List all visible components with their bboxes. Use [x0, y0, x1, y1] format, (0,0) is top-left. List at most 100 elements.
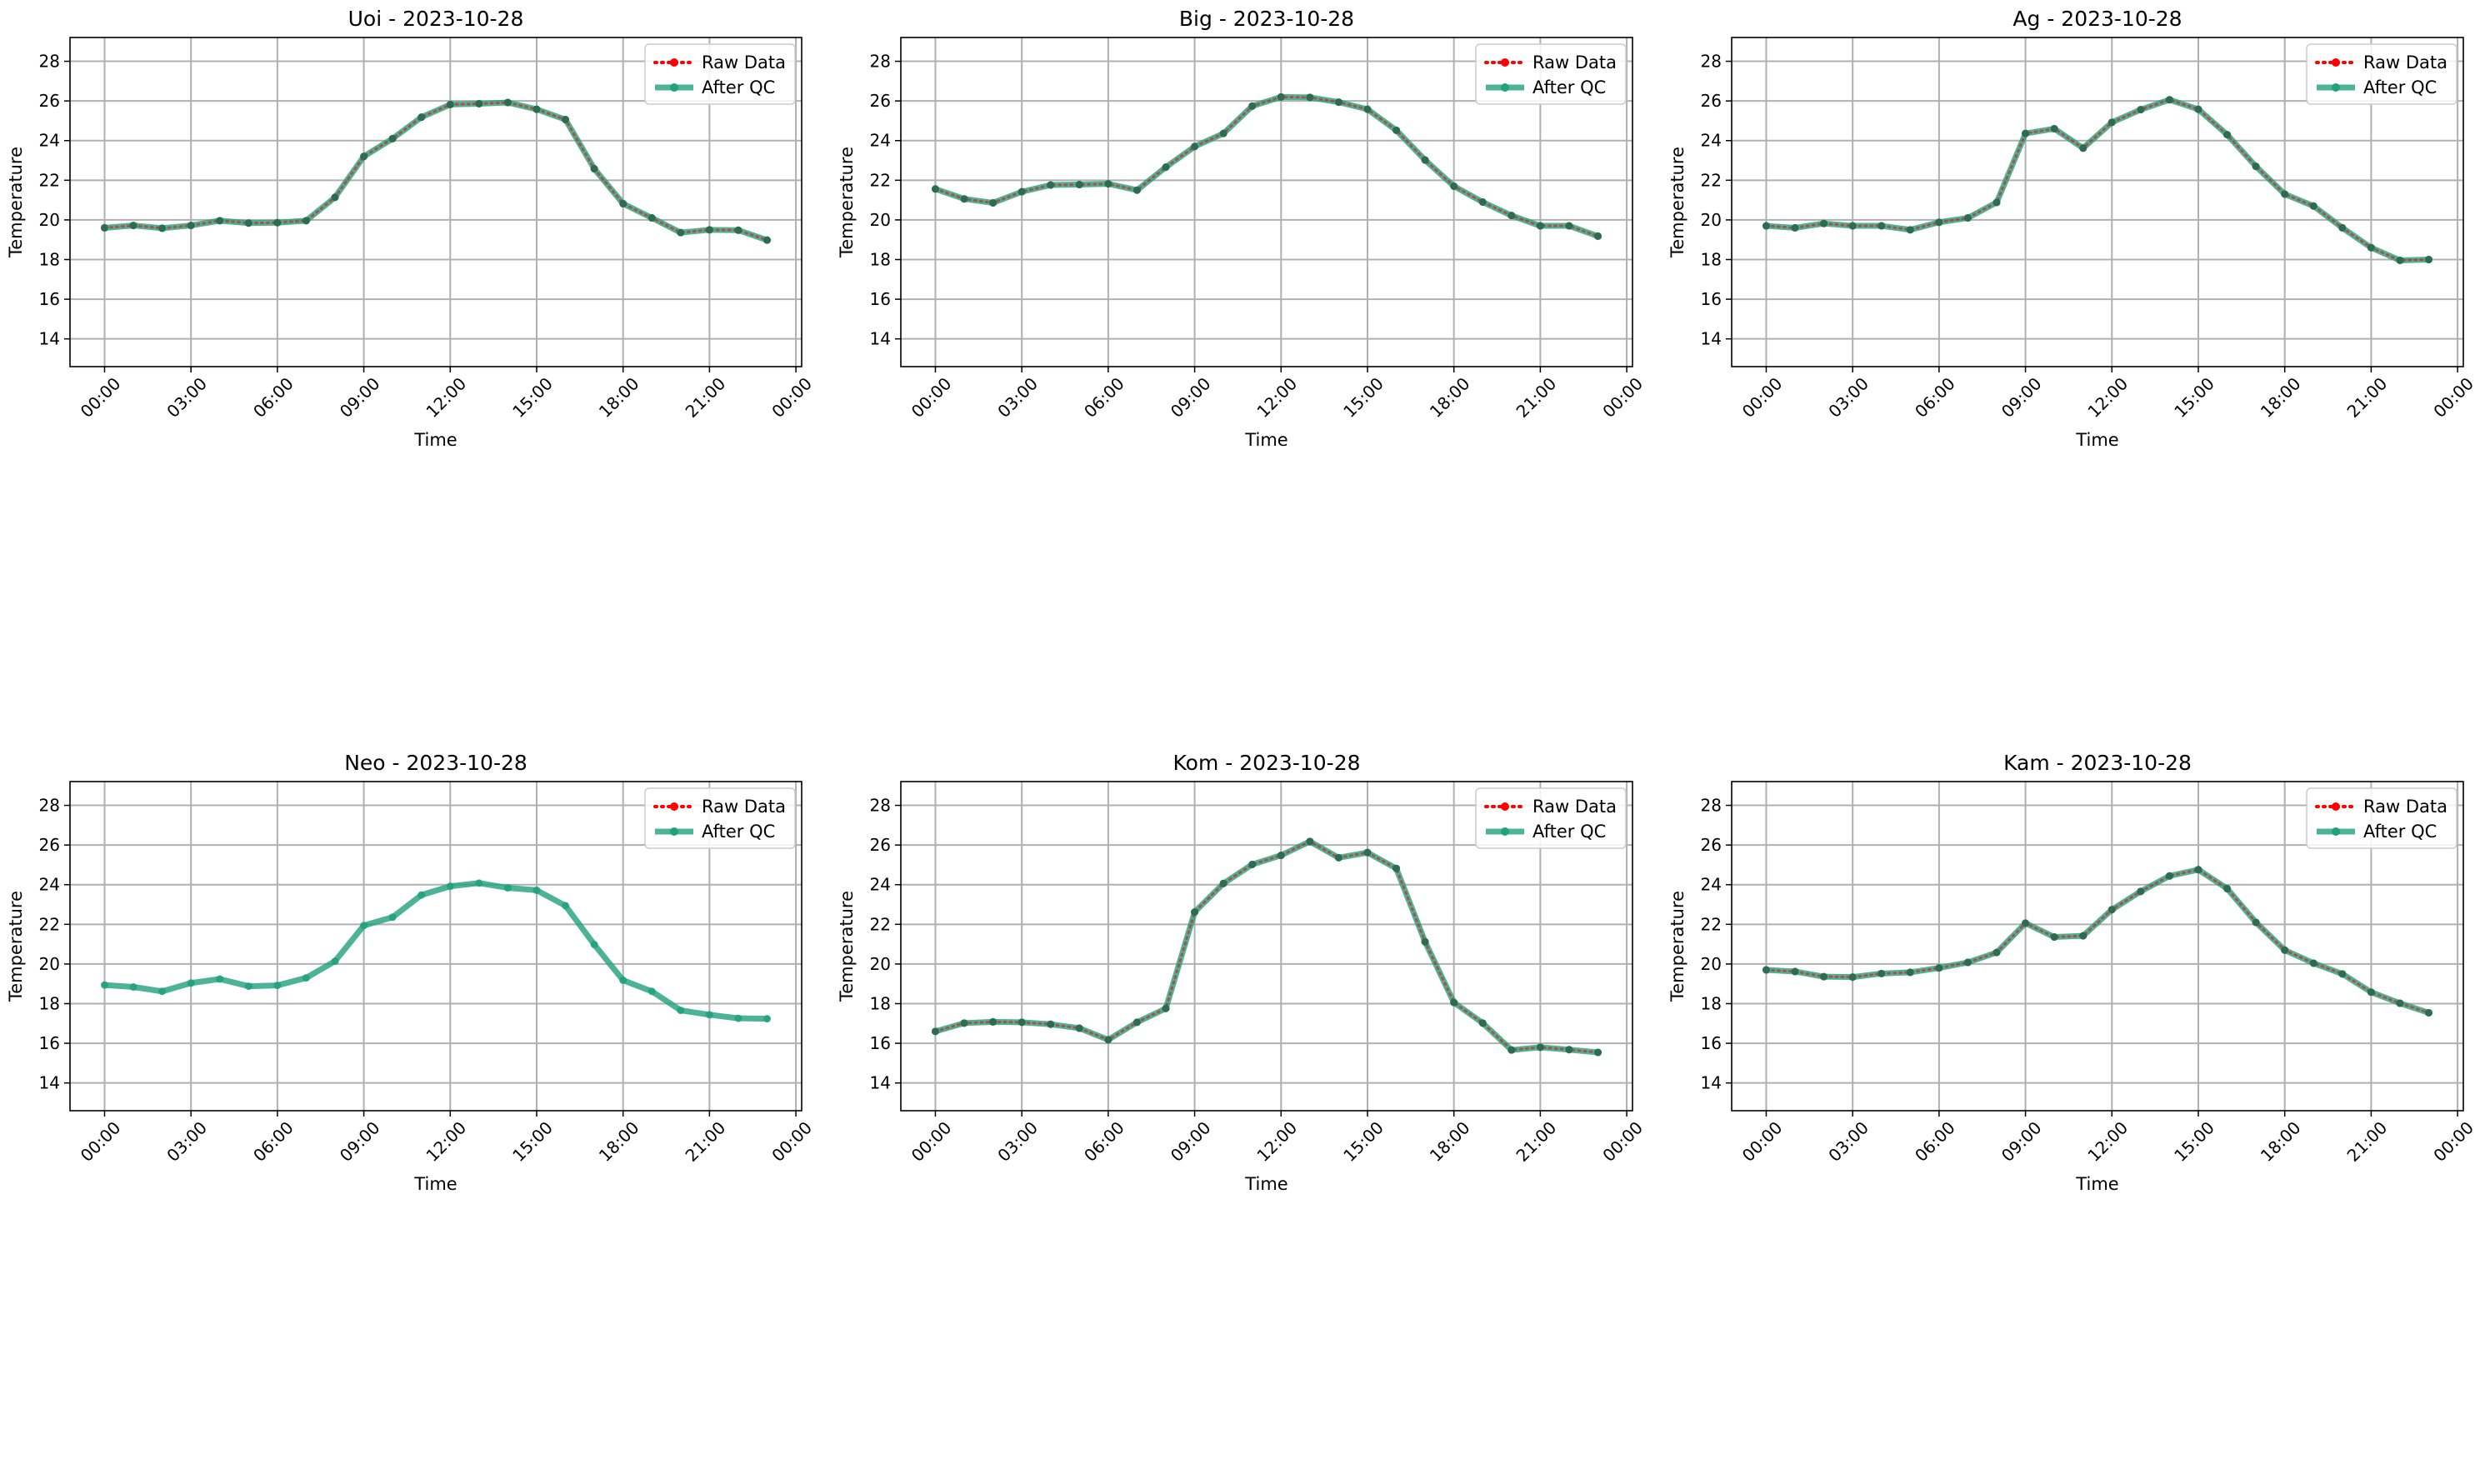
x-axis-label: Time	[2075, 1174, 2118, 1194]
series-line-raw	[1764, 868, 2431, 1014]
point-raw	[1848, 973, 1857, 982]
point-after-qc	[763, 1015, 772, 1023]
x-tick-label: 15:00	[2170, 1117, 2218, 1166]
y-tick-label: 16	[39, 1033, 60, 1053]
y-tick-label: 20	[870, 954, 891, 974]
point-raw	[244, 219, 252, 227]
point-raw	[1878, 222, 1886, 230]
subplot-6: Kam - 2023-10-28 00:00 03:00 06:00 09:00 12:0…	[1668, 751, 2478, 1194]
x-tick-label: 06:00	[1911, 1117, 1959, 1166]
x-tick-label: 18:00	[2257, 373, 2305, 422]
point-raw	[1963, 214, 1972, 222]
point-raw	[2194, 105, 2202, 113]
y-tick-label: 24	[1701, 131, 1722, 151]
y-tick-label: 22	[1701, 170, 1722, 190]
legend-marker-raw	[1501, 802, 1509, 811]
series-line-after-qc	[932, 93, 1602, 239]
legend-marker-raw	[670, 802, 678, 811]
point-raw	[1791, 223, 1799, 232]
y-tick-label: 20	[1701, 954, 1722, 974]
point-raw	[1075, 1024, 1083, 1032]
point-raw	[1334, 853, 1342, 862]
plot-frame	[1731, 781, 2464, 1112]
point-raw	[1878, 969, 1886, 977]
point-raw	[1306, 93, 1314, 102]
x-tick-label: 00:00	[2429, 373, 2478, 422]
x-tick-label: 09:00	[336, 1117, 384, 1166]
point-raw	[562, 116, 570, 124]
point-raw	[2425, 256, 2433, 264]
y-tick-label: 26	[870, 835, 891, 855]
x-tick-label: 03:00	[162, 373, 211, 422]
y-axis-label: Temperature	[1668, 147, 1688, 258]
x-tick-label: 12:00	[2083, 1117, 2132, 1166]
point-raw	[532, 105, 541, 113]
point-after-qc	[129, 983, 138, 992]
legend-marker-after-qc	[1501, 83, 1509, 92]
point-raw	[1421, 156, 1429, 164]
y-axis-label: Temperature	[837, 147, 857, 258]
series-line-raw	[933, 840, 1600, 1054]
point-raw	[1132, 186, 1141, 194]
x-tick-label: 00:00	[908, 373, 956, 422]
point-raw	[388, 134, 397, 142]
subplot-title: Kam - 2023-10-28	[2003, 751, 2192, 775]
point-raw	[734, 226, 742, 234]
x-axis-label: Time	[1244, 1174, 1288, 1194]
point-raw	[1248, 860, 1257, 868]
x-tick-label: 12:00	[1252, 1117, 1301, 1166]
point-raw	[2252, 162, 2260, 171]
point-raw	[446, 100, 454, 108]
point-raw	[1363, 848, 1372, 857]
y-tick-label: 22	[39, 914, 60, 934]
point-raw	[2338, 970, 2347, 978]
point-raw	[1363, 105, 1372, 113]
point-raw	[1104, 180, 1112, 188]
point-raw	[677, 228, 685, 237]
legend: Raw Data After QC	[1475, 787, 1627, 849]
point-raw	[619, 199, 628, 207]
point-raw	[989, 198, 998, 207]
point-raw	[331, 193, 339, 202]
y-tick-label: 18	[39, 250, 60, 270]
y-tick-label: 14	[870, 329, 891, 349]
y-tick-label: 16	[870, 289, 891, 309]
y-tick-label: 18	[870, 994, 891, 1014]
point-raw	[1478, 198, 1487, 206]
point-after-qc	[331, 957, 339, 966]
y-tick-label: 18	[39, 994, 60, 1014]
point-after-qc	[475, 879, 483, 887]
x-tick-label: 00:00	[1738, 1117, 1787, 1166]
y-tick-label: 20	[39, 954, 60, 974]
point-after-qc	[532, 886, 541, 894]
x-tick-label: 09:00	[1998, 1117, 2046, 1166]
point-raw	[705, 226, 713, 234]
y-tick-label: 22	[870, 914, 891, 934]
point-raw	[1508, 1046, 1516, 1054]
legend: Raw Data After QC	[644, 43, 796, 105]
plot-frame	[69, 37, 802, 367]
y-tick-label: 28	[1701, 52, 1722, 72]
x-tick-label: 00:00	[908, 1117, 956, 1166]
x-tick-label: 15:00	[1339, 373, 1388, 422]
point-raw	[1018, 1018, 1026, 1027]
series-line-after-qc	[932, 838, 1602, 1056]
legend-label-after-qc: After QC	[2363, 77, 2437, 97]
point-raw	[931, 1027, 939, 1036]
x-tick-label: 12:00	[1252, 373, 1301, 422]
y-tick-label: 28	[870, 796, 891, 816]
x-tick-label: 00:00	[1598, 1117, 1647, 1166]
x-axis-label: Time	[413, 430, 457, 450]
subplot-5: Kom - 2023-10-28 00:00 03:00 06:00 09:00 12:0…	[837, 751, 1647, 1194]
point-raw	[2137, 887, 2145, 896]
point-raw	[1450, 998, 1458, 1007]
point-after-qc	[734, 1014, 742, 1022]
point-raw	[2309, 202, 2318, 210]
x-tick-label: 18:00	[1426, 1117, 1474, 1166]
x-tick-label: 21:00	[2343, 1117, 2392, 1166]
point-raw	[2281, 946, 2289, 954]
point-raw	[2165, 872, 2173, 880]
legend-label-raw: Raw Data	[702, 797, 786, 817]
point-raw	[1334, 98, 1342, 107]
point-raw	[1565, 1046, 1573, 1054]
